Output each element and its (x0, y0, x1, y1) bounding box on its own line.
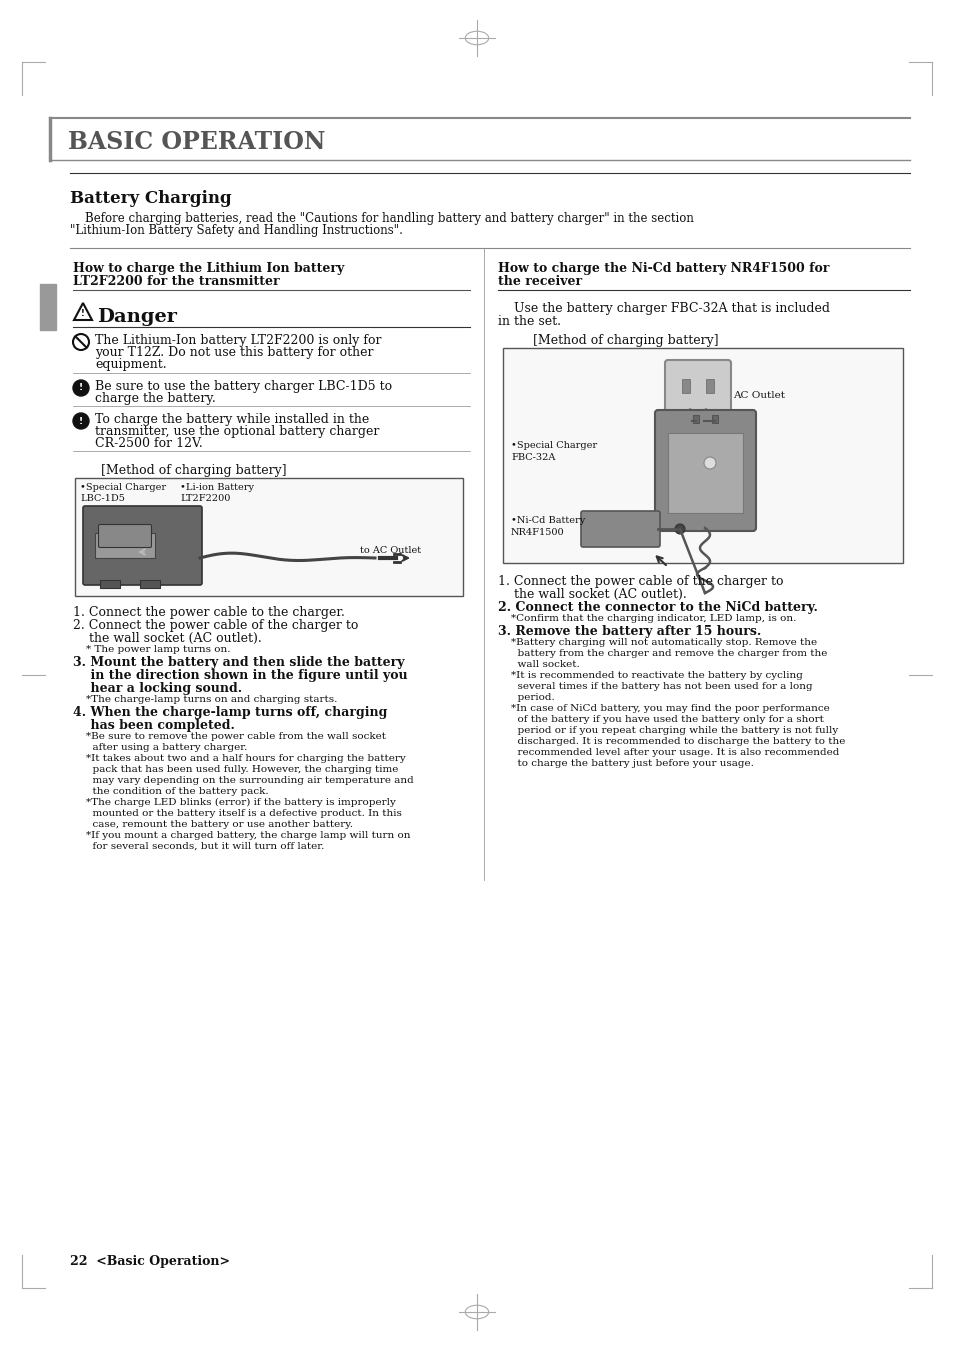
Text: 3. Remove the battery after 15 hours.: 3. Remove the battery after 15 hours. (497, 625, 760, 639)
Text: •Li-ion Battery: •Li-ion Battery (180, 483, 253, 491)
Text: *In case of NiCd battery, you may find the poor performance: *In case of NiCd battery, you may find t… (497, 703, 829, 713)
Text: recommended level after your usage. It is also recommended: recommended level after your usage. It i… (497, 748, 839, 757)
Text: [Method of charging battery]: [Method of charging battery] (533, 333, 718, 347)
Text: AC Outlet: AC Outlet (732, 392, 784, 400)
Text: * The power lamp turns on.: * The power lamp turns on. (73, 645, 231, 653)
Text: period.: period. (497, 693, 554, 702)
Bar (692, 414, 699, 423)
Text: hear a locking sound.: hear a locking sound. (73, 682, 242, 695)
Text: LT2F2200: LT2F2200 (180, 494, 230, 504)
Text: period or if you repeat charging while the battery is not fully: period or if you repeat charging while t… (497, 726, 838, 734)
Text: How to charge the Ni-Cd battery NR4F1500 for: How to charge the Ni-Cd battery NR4F1500… (497, 262, 828, 275)
Text: •Special Charger: •Special Charger (80, 483, 166, 491)
Bar (502, 348, 902, 563)
Circle shape (675, 524, 684, 535)
Text: LBC-1D5: LBC-1D5 (80, 494, 125, 504)
Text: !: ! (79, 417, 83, 425)
Text: Before charging batteries, read the "Cautions for handling battery and battery c: Before charging batteries, read the "Cau… (70, 212, 693, 225)
Text: mounted or the battery itself is a defective product. In this: mounted or the battery itself is a defec… (73, 809, 401, 818)
Text: LT2F2200 for the transmitter: LT2F2200 for the transmitter (73, 275, 279, 288)
FancyBboxPatch shape (655, 410, 755, 531)
Text: Danger: Danger (97, 308, 177, 325)
Text: after using a battery charger.: after using a battery charger. (73, 743, 247, 752)
Text: [Method of charging battery]: [Method of charging battery] (101, 464, 286, 477)
Text: in the direction shown in the figure until you: in the direction shown in the figure unt… (73, 670, 407, 682)
Text: has been completed.: has been completed. (73, 720, 234, 732)
Text: discharged. It is recommended to discharge the battery to the: discharged. It is recommended to dischar… (497, 737, 844, 747)
Text: "Lithium-Ion Battery Safety and Handling Instructions".: "Lithium-Ion Battery Safety and Handling… (70, 224, 402, 238)
Text: equipment.: equipment. (95, 358, 167, 371)
Text: To charge the battery while installed in the: To charge the battery while installed in… (95, 413, 369, 427)
Bar (705, 379, 713, 393)
Text: *The charge-lamp turns on and charging starts.: *The charge-lamp turns on and charging s… (73, 695, 337, 703)
Bar (75, 478, 462, 595)
Text: *The charge LED blinks (error) if the battery is improperly: *The charge LED blinks (error) if the ba… (73, 798, 395, 807)
Text: the wall socket (AC outlet).: the wall socket (AC outlet). (73, 632, 261, 645)
Text: 2. Connect the connector to the NiCd battery.: 2. Connect the connector to the NiCd bat… (497, 601, 817, 614)
Bar (40, 284, 56, 329)
Text: may vary depending on the surrounding air temperature and: may vary depending on the surrounding ai… (73, 776, 414, 784)
Text: of the battery if you have used the battery only for a short: of the battery if you have used the batt… (497, 716, 823, 724)
Text: *It is recommended to reactivate the battery by cycling: *It is recommended to reactivate the bat… (497, 671, 802, 680)
FancyBboxPatch shape (664, 360, 730, 424)
Text: •Special Charger: •Special Charger (511, 441, 597, 450)
Text: •Ni-Cd Battery: •Ni-Cd Battery (511, 516, 584, 525)
Text: in the set.: in the set. (497, 315, 560, 328)
Text: 22  <Basic Operation>: 22 <Basic Operation> (70, 1256, 230, 1268)
Text: BASIC OPERATION: BASIC OPERATION (68, 130, 325, 154)
Text: *Battery charging will not automatically stop. Remove the: *Battery charging will not automatically… (497, 639, 817, 647)
Text: Use the battery charger FBC-32A that is included: Use the battery charger FBC-32A that is … (497, 302, 829, 315)
Text: charge the battery.: charge the battery. (95, 392, 215, 405)
Text: How to charge the Lithium Ion battery: How to charge the Lithium Ion battery (73, 262, 344, 275)
Text: 2. Connect the power cable of the charger to: 2. Connect the power cable of the charge… (73, 620, 358, 632)
Text: !: ! (79, 383, 83, 393)
Circle shape (703, 458, 716, 468)
Text: 3. Mount the battery and then slide the battery: 3. Mount the battery and then slide the … (73, 656, 404, 670)
Circle shape (73, 413, 89, 429)
Text: the condition of the battery pack.: the condition of the battery pack. (73, 787, 269, 796)
Text: The Lithium-Ion battery LT2F2200 is only for: The Lithium-Ion battery LT2F2200 is only… (95, 333, 381, 347)
Bar (711, 414, 718, 423)
Text: Be sure to use the battery charger LBC-1D5 to: Be sure to use the battery charger LBC-1… (95, 379, 392, 393)
Bar (95, 533, 154, 558)
Text: your T12Z. Do not use this battery for other: your T12Z. Do not use this battery for o… (95, 346, 374, 359)
Text: the receiver: the receiver (497, 275, 581, 288)
Text: 1. Connect the power cable of the charger to: 1. Connect the power cable of the charge… (497, 575, 782, 589)
Text: to charge the battery just before your usage.: to charge the battery just before your u… (497, 759, 753, 768)
Text: battery from the charger and remove the charger from the: battery from the charger and remove the … (497, 649, 826, 657)
Text: 1. Connect the power cable to the charger.: 1. Connect the power cable to the charge… (73, 606, 345, 620)
Text: NR4F1500: NR4F1500 (511, 528, 564, 537)
Circle shape (73, 379, 89, 396)
Bar (100, 580, 120, 589)
Text: Battery Charging: Battery Charging (70, 190, 232, 207)
Bar (667, 433, 742, 513)
Text: FBC-32A: FBC-32A (511, 454, 555, 462)
Text: wall socket.: wall socket. (497, 660, 579, 670)
Text: *Be sure to remove the power cable from the wall socket: *Be sure to remove the power cable from … (73, 732, 386, 741)
Text: to AC Outlet: to AC Outlet (359, 545, 420, 555)
Text: pack that has been used fully. However, the charging time: pack that has been used fully. However, … (73, 765, 398, 774)
Text: transmitter, use the optional battery charger: transmitter, use the optional battery ch… (95, 425, 379, 437)
Text: *It takes about two and a half hours for charging the battery: *It takes about two and a half hours for… (73, 755, 405, 763)
Text: case, remount the battery or use another battery.: case, remount the battery or use another… (73, 819, 353, 829)
Text: *If you mount a charged battery, the charge lamp will turn on: *If you mount a charged battery, the cha… (73, 832, 410, 840)
FancyBboxPatch shape (98, 525, 152, 548)
Bar (140, 580, 160, 589)
Text: *Confirm that the charging indicator, LED lamp, is on.: *Confirm that the charging indicator, LE… (497, 614, 796, 622)
Text: the wall socket (AC outlet).: the wall socket (AC outlet). (497, 589, 686, 601)
FancyBboxPatch shape (83, 506, 202, 585)
FancyBboxPatch shape (580, 512, 659, 547)
Text: for several seconds, but it will turn off later.: for several seconds, but it will turn of… (73, 842, 324, 850)
Text: CR-2500 for 12V.: CR-2500 for 12V. (95, 437, 203, 450)
Text: several times if the battery has not been used for a long: several times if the battery has not bee… (497, 682, 812, 691)
Text: !: ! (81, 309, 85, 317)
Text: 4. When the charge-lamp turns off, charging: 4. When the charge-lamp turns off, charg… (73, 706, 387, 720)
Bar (681, 379, 689, 393)
